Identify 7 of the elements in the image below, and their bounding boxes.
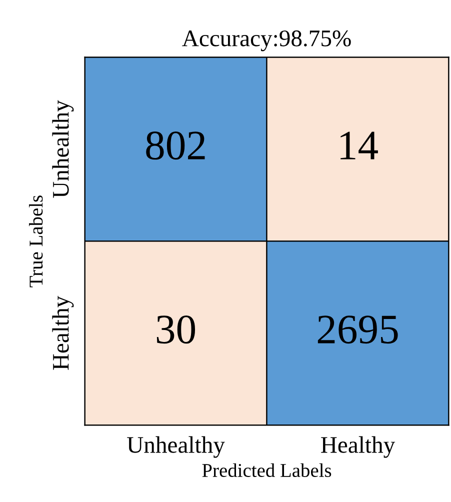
x-axis-title: Predicted Labels (202, 463, 332, 478)
data-label: 802 (146, 132, 205, 160)
chart-title: Accuracy:98.75% (182, 30, 351, 52)
data-label: 14 (340, 132, 378, 160)
data-label: 2695 (318, 316, 398, 344)
y-axis-title: True Labels (29, 196, 43, 288)
data-label: 30 (156, 316, 196, 344)
